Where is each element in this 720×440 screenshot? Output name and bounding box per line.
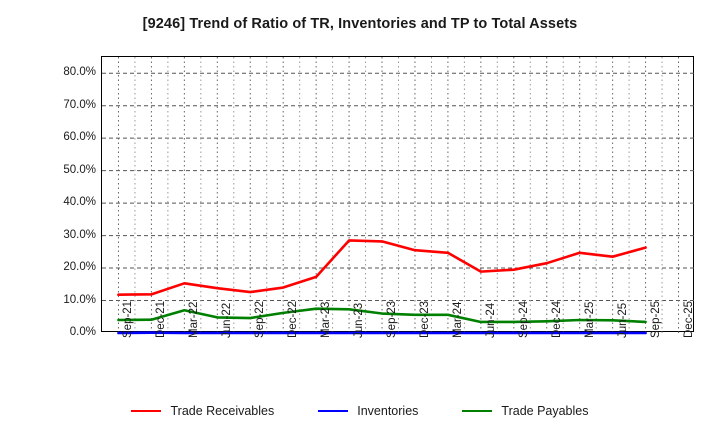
legend-swatch-icon: [131, 410, 162, 412]
legend-label: Trade Receivables: [170, 404, 275, 418]
legend-item[interactable]: Inventories: [318, 404, 418, 418]
legend-item[interactable]: Trade Payables: [462, 404, 589, 418]
y-axis-tick-label: 60.0%: [63, 131, 96, 144]
x-axis-tick-label: Jun-23: [353, 302, 366, 338]
x-axis-tick-label: Dec-23: [418, 300, 431, 338]
x-axis-tick-label: Mar-25: [583, 301, 596, 338]
x-axis-tick-label: Mar-23: [320, 301, 333, 338]
y-axis-tick-label: 70.0%: [63, 98, 96, 111]
x-axis-tick-label: Dec-24: [550, 300, 563, 338]
legend-swatch-icon: [318, 410, 349, 412]
legend-label: Trade Payables: [501, 404, 589, 418]
x-axis-tick-label: Jun-24: [484, 302, 497, 338]
series-line-trade-payables: [117, 307, 647, 324]
y-axis-tick-label: 30.0%: [63, 228, 96, 241]
series-line-trade-receivables: [117, 239, 647, 296]
x-axis-tick-label: Jun-22: [221, 302, 234, 338]
x-axis-tick-label: Sep-23: [386, 300, 399, 338]
plot-area: [101, 56, 695, 335]
x-axis-tick-label: Sep-24: [517, 300, 530, 338]
x-axis-tick-label: Mar-22: [188, 301, 201, 338]
y-axis-tick-label: 50.0%: [63, 163, 96, 176]
y-axis-tick-label: 20.0%: [63, 261, 96, 274]
x-axis-tick-label: Sep-25: [649, 300, 662, 338]
legend-swatch-icon: [462, 410, 493, 412]
y-axis-tick-labels: 0.0% 10.0% 20.0% 30.0% 40.0% 50.0% 60.0% 70.0% 8…: [40, 0, 96, 440]
x-axis-tick-label: Sep-22: [254, 300, 267, 338]
y-axis-tick-label: 40.0%: [63, 196, 96, 209]
page-title: [9246] Trend of Ratio of TR, Inventories…: [142, 16, 578, 32]
data-series-layer: [117, 239, 647, 335]
y-axis-tick-label: 0.0%: [69, 326, 96, 338]
x-axis-tick-label: Dec-22: [287, 300, 300, 338]
legend-item[interactable]: Trade Receivables: [131, 404, 274, 418]
y-axis-tick-label: 80.0%: [63, 66, 96, 79]
legend-label: Inventories: [357, 404, 419, 418]
x-axis-tick-label: Dec-21: [155, 300, 168, 338]
x-axis-tick-label: Dec-25: [682, 300, 695, 338]
x-axis-tick-label: Jun-25: [616, 302, 629, 338]
x-axis-tick-label: Sep-21: [122, 300, 135, 338]
gridlines: [102, 57, 695, 333]
x-axis-tick-label: Mar-24: [451, 301, 464, 338]
y-axis-tick-label: 10.0%: [63, 293, 96, 306]
chart-legend: Trade Receivables Inventories Trade Payabl…: [0, 404, 720, 418]
